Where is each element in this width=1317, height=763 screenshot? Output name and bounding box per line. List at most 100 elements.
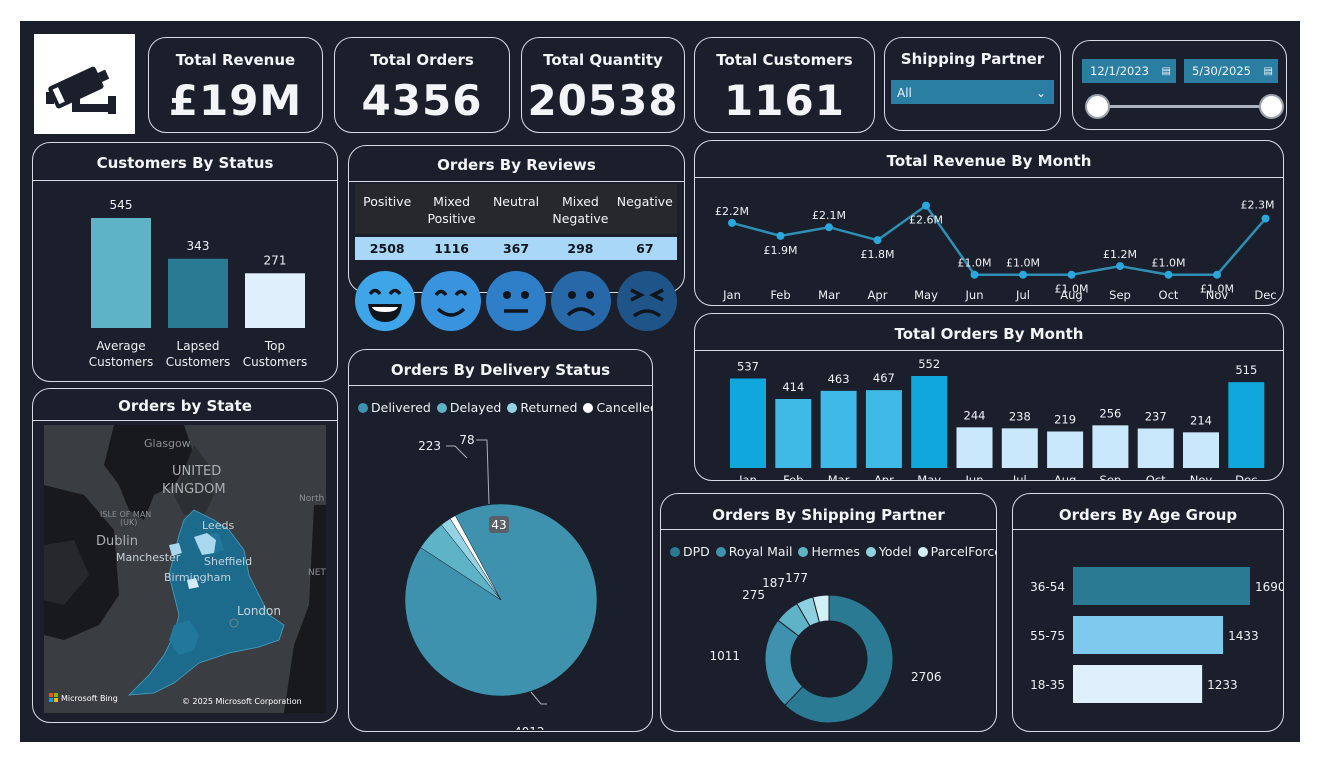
uk-map[interactable]: Glasgow UNITED KINGDOM ISLE OF MAN (UK) …: [44, 425, 326, 713]
dropdown-value: All: [897, 86, 912, 100]
delivery-slice: [404, 503, 598, 697]
bar-value-label: 244: [964, 408, 986, 422]
revenue-point: [1164, 270, 1173, 279]
legend-swatch: [865, 547, 876, 557]
map-label: KINGDOM: [162, 482, 226, 497]
month-bar: [865, 390, 902, 468]
bar-value-label: 256: [1099, 406, 1121, 420]
date-slider-end-handle[interactable]: [1259, 94, 1284, 119]
category-label: 18-35: [1030, 678, 1065, 692]
map-label: Manchester: [116, 551, 181, 564]
date-slider-track[interactable]: [1097, 105, 1271, 108]
bar-value-label: 1690: [1255, 580, 1284, 594]
end-date-value: 5/30/2025: [1192, 64, 1251, 78]
slice-label: 187: [762, 576, 785, 590]
bar-value-label: 552: [918, 357, 940, 371]
kpi-label: Total Quantity: [543, 51, 663, 69]
data-label: £2.6M: [909, 214, 943, 227]
x-tick-label: Dec: [1235, 473, 1257, 481]
x-tick-label: Oct: [1159, 288, 1179, 302]
legend-item[interactable]: ParcelForce: [917, 544, 996, 559]
legend-item[interactable]: Delayed: [436, 400, 501, 415]
kpi-value: 1161: [724, 76, 845, 125]
x-tick-label: Apr: [868, 288, 888, 302]
category-label: Customers: [89, 355, 154, 369]
revenue-point: [776, 231, 785, 240]
legend-label: Delivered: [371, 400, 431, 415]
chart-title: Customers By Status: [33, 143, 337, 181]
review-col-positive: Positive: [363, 194, 412, 209]
kpi-total-quantity: Total Quantity 20538: [521, 37, 685, 133]
chart-title: Orders By Delivery Status: [349, 350, 652, 386]
age-group-chart: 36-54 1690 55-75 1433 18-35 1233: [1030, 567, 1284, 703]
x-tick-label: Dec: [1254, 288, 1276, 302]
review-faces: [355, 271, 677, 331]
x-tick-label: Jul: [1012, 473, 1027, 481]
age-bar: [1073, 616, 1224, 654]
slice-label: 78: [459, 433, 474, 447]
data-label: £1.9M: [764, 244, 798, 257]
legend-swatch: [715, 547, 726, 557]
data-label: £1.8M: [861, 248, 895, 261]
revenue-point: [1067, 270, 1076, 279]
x-tick-label: May: [914, 288, 938, 302]
map-copyright: © 2025 Microsoft Corporation: [182, 697, 302, 706]
x-tick-label: Aug: [1054, 473, 1076, 481]
slice-label: 4012: [514, 725, 545, 730]
legend-item[interactable]: DPD: [670, 544, 710, 559]
x-tick-label: Nov: [1206, 288, 1229, 302]
month-bar: [911, 376, 948, 468]
bar-value-label: 238: [1009, 409, 1031, 423]
chart-title: Total Revenue By Month: [695, 141, 1283, 178]
angry-face-icon: [617, 271, 677, 331]
kpi-total-customers: Total Customers 1161: [694, 37, 875, 133]
date-range-slicer: 12/1/2023 ▤ 5/30/2025 ▤: [1072, 40, 1287, 130]
calendar-icon: ▤: [1161, 66, 1171, 77]
slice-label: 177: [785, 571, 808, 585]
category-label: Customers: [166, 355, 231, 369]
leader-line: [530, 691, 547, 705]
data-label: £1.2M: [1103, 248, 1137, 261]
category-label: Lapsed: [177, 339, 220, 353]
orders-by-state-card: Orders by State Glasgow UNITED KINGDOM I…: [32, 388, 338, 723]
legend-item[interactable]: Hermes: [798, 544, 860, 559]
x-tick-label: May: [917, 473, 941, 481]
map-label: Sheffield: [204, 555, 252, 568]
bar-value-label: 467: [873, 371, 895, 385]
x-tick-label: Nov: [1190, 473, 1213, 481]
map-label: NET: [308, 568, 326, 578]
legend-item[interactable]: Delivered: [358, 400, 431, 415]
month-bar: [956, 427, 993, 468]
end-date-input[interactable]: 5/30/2025 ▤: [1184, 59, 1278, 83]
x-tick-label: Feb: [770, 288, 790, 302]
date-slider-start-handle[interactable]: [1085, 94, 1110, 119]
cctv-camera-icon: [46, 66, 116, 114]
data-label: £2.1M: [812, 209, 846, 222]
chart-title: Orders By Age Group: [1013, 494, 1283, 530]
review-value: 367: [502, 241, 530, 256]
legend-item[interactable]: Returned: [507, 400, 577, 415]
legend-item[interactable]: Yodel: [865, 544, 912, 559]
legend-item[interactable]: Royal Mail: [715, 544, 792, 559]
revenue-point: [1019, 270, 1027, 279]
status-bar: [245, 273, 305, 328]
data-label: £2.2M: [715, 205, 749, 218]
neutral-face-icon: [486, 271, 546, 331]
orders-by-month-card: Total Orders By Month 537 Jan 414 Feb 463 Mar…: [694, 313, 1284, 481]
map-label: North: [299, 494, 324, 504]
shipping-partner-dropdown[interactable]: All ⌄: [891, 80, 1054, 104]
legend-item[interactable]: Cancelled: [583, 400, 653, 415]
revenue-point: [728, 218, 736, 227]
very-happy-face-icon: [355, 271, 415, 331]
microsoft-logo-icon: [49, 693, 58, 702]
reviews-values-row: 2508 1116 367 298 67: [355, 237, 677, 260]
orders-by-month-chart: 537 Jan 414 Feb 463 Mar 467 Apr 552 May 244 Jun 238 J…: [730, 357, 1265, 481]
start-date-input[interactable]: 12/1/2023 ▤: [1082, 59, 1176, 83]
orders-by-reviews-card: Orders By Reviews Positive Mixed Positiv…: [348, 145, 685, 293]
bar-value-label: 414: [782, 380, 804, 394]
kpi-value: 20538: [527, 76, 679, 125]
reviews-header-row: Positive Mixed Positive Neutral Mixed Ne…: [355, 184, 677, 234]
revenue-by-month-chart: £2.2M Jan £1.9M Feb £2.1M Mar £1.8M Apr £2.6M May…: [715, 199, 1277, 302]
review-col-neutral: Neutral: [492, 194, 540, 209]
legend-label: Cancelled: [596, 400, 653, 415]
